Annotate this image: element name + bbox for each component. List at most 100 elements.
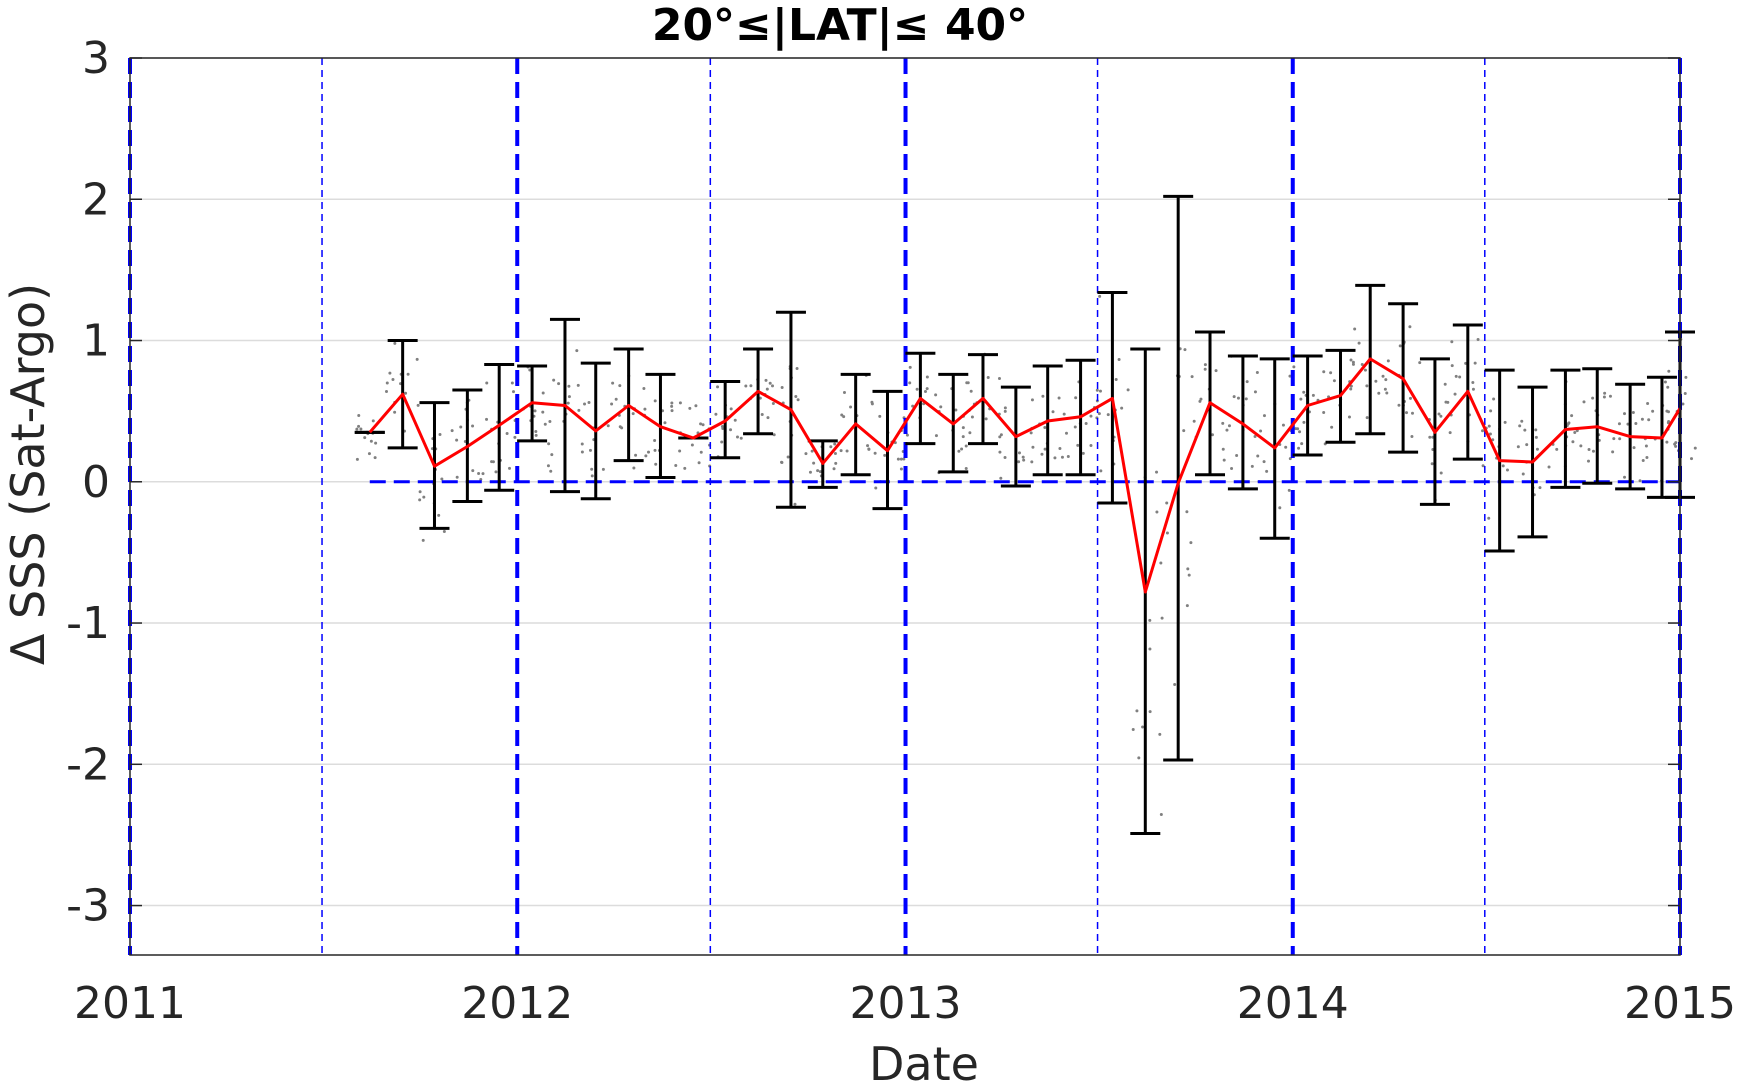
scatter-point: [1022, 458, 1026, 462]
scatter-point: [575, 349, 579, 353]
scatter-point: [1199, 397, 1203, 401]
scatter-point: [1476, 338, 1480, 342]
scatter-point: [1638, 479, 1642, 483]
scatter-point: [771, 401, 775, 405]
scatter-point: [1311, 393, 1315, 397]
scatter-point: [1076, 443, 1080, 447]
scatter-point: [1365, 416, 1369, 420]
scatter-point: [442, 529, 446, 533]
scatter-point: [1137, 756, 1141, 760]
scatter-point: [583, 402, 587, 406]
scatter-point: [1535, 447, 1539, 451]
scatter-point: [1377, 391, 1381, 395]
scatter-point: [618, 384, 622, 388]
x-tick-label: 2013: [850, 978, 962, 1029]
scatter-point: [1114, 378, 1118, 382]
scatter-point: [580, 442, 584, 446]
scatter-point: [371, 419, 375, 423]
scatter-point: [1645, 456, 1649, 460]
scatter-point: [1281, 423, 1285, 427]
scatter-point: [1587, 448, 1591, 452]
scatter-point: [964, 466, 968, 470]
scatter-point: [1471, 381, 1475, 385]
scatter-point: [1666, 410, 1670, 414]
scatter-point: [1488, 432, 1492, 436]
scatter-point: [970, 415, 974, 419]
scatter-point: [606, 424, 610, 428]
scatter-point: [653, 399, 657, 403]
scatter-point: [653, 438, 657, 442]
scatter-point: [1159, 561, 1163, 565]
scatter-point: [699, 422, 703, 426]
scatter-point: [359, 427, 363, 431]
scatter-point: [1450, 340, 1454, 344]
scatter-point: [549, 469, 553, 473]
scatter-point: [1322, 411, 1326, 415]
scatter-point: [1667, 369, 1671, 373]
scatter-point: [833, 451, 837, 455]
y-tick-label: -1: [66, 598, 110, 649]
scatter-point: [842, 415, 846, 419]
scatter-point: [670, 404, 674, 408]
scatter-point: [1135, 709, 1139, 713]
scatter-point: [1571, 440, 1575, 444]
scatter-point: [733, 418, 737, 422]
scatter-point: [1159, 813, 1163, 817]
scatter-point: [794, 394, 798, 398]
scatter-point: [1021, 455, 1025, 459]
scatter-point: [485, 381, 489, 385]
scatter-point: [1073, 425, 1077, 429]
scatter-point: [1131, 727, 1135, 731]
scatter-point: [391, 377, 395, 381]
scatter-point: [902, 457, 906, 461]
scatter-point: [373, 456, 377, 460]
scatter-point: [1518, 424, 1522, 428]
scatter-point: [1214, 369, 1218, 373]
scatter-point: [513, 435, 517, 439]
scatter-point: [587, 401, 591, 405]
scatter-point: [1158, 732, 1162, 736]
scatter-point: [1665, 440, 1669, 444]
y-tick-label: -3: [66, 881, 110, 932]
scatter-point: [557, 382, 561, 386]
scatter-point: [510, 381, 514, 385]
scatter-point: [701, 423, 705, 427]
scatter-point: [1300, 442, 1304, 446]
scatter-point: [842, 391, 846, 395]
scatter-point: [369, 439, 373, 443]
scatter-point: [1385, 391, 1389, 395]
scatter-point: [1347, 415, 1351, 419]
scatter-point: [374, 441, 378, 445]
scatter-point: [780, 460, 784, 464]
scatter-point: [1051, 410, 1055, 414]
scatter-point: [1203, 363, 1207, 367]
scatter-point: [1611, 450, 1615, 454]
scatter-point: [1444, 400, 1448, 404]
scatter-point: [421, 538, 425, 542]
scatter-point: [1428, 435, 1432, 439]
scatter-point: [1410, 434, 1414, 438]
scatter-point: [1521, 472, 1525, 476]
scatter-point: [1363, 368, 1367, 372]
scatter-point: [896, 457, 900, 461]
scatter-point: [1106, 413, 1110, 417]
scatter-point: [1453, 392, 1457, 396]
scatter-point: [793, 502, 797, 506]
scatter-point: [1525, 443, 1529, 447]
scatter-point: [1236, 396, 1240, 400]
scatter-point: [415, 357, 419, 361]
scatter-point: [1288, 374, 1292, 378]
scatter-point: [786, 455, 790, 459]
scatter-point: [1017, 451, 1021, 455]
scatter-point: [534, 433, 538, 437]
scatter-point: [1644, 444, 1648, 448]
scatter-point: [1349, 387, 1353, 391]
scatter-point: [1126, 388, 1130, 392]
scatter-point: [816, 469, 820, 473]
scatter-point: [694, 404, 698, 408]
y-tick-label: -2: [66, 739, 110, 790]
scatter-point: [780, 385, 784, 389]
x-axis-label: Date: [869, 1037, 979, 1087]
error-bar: [1163, 194, 1194, 762]
scatter-point: [984, 417, 988, 421]
